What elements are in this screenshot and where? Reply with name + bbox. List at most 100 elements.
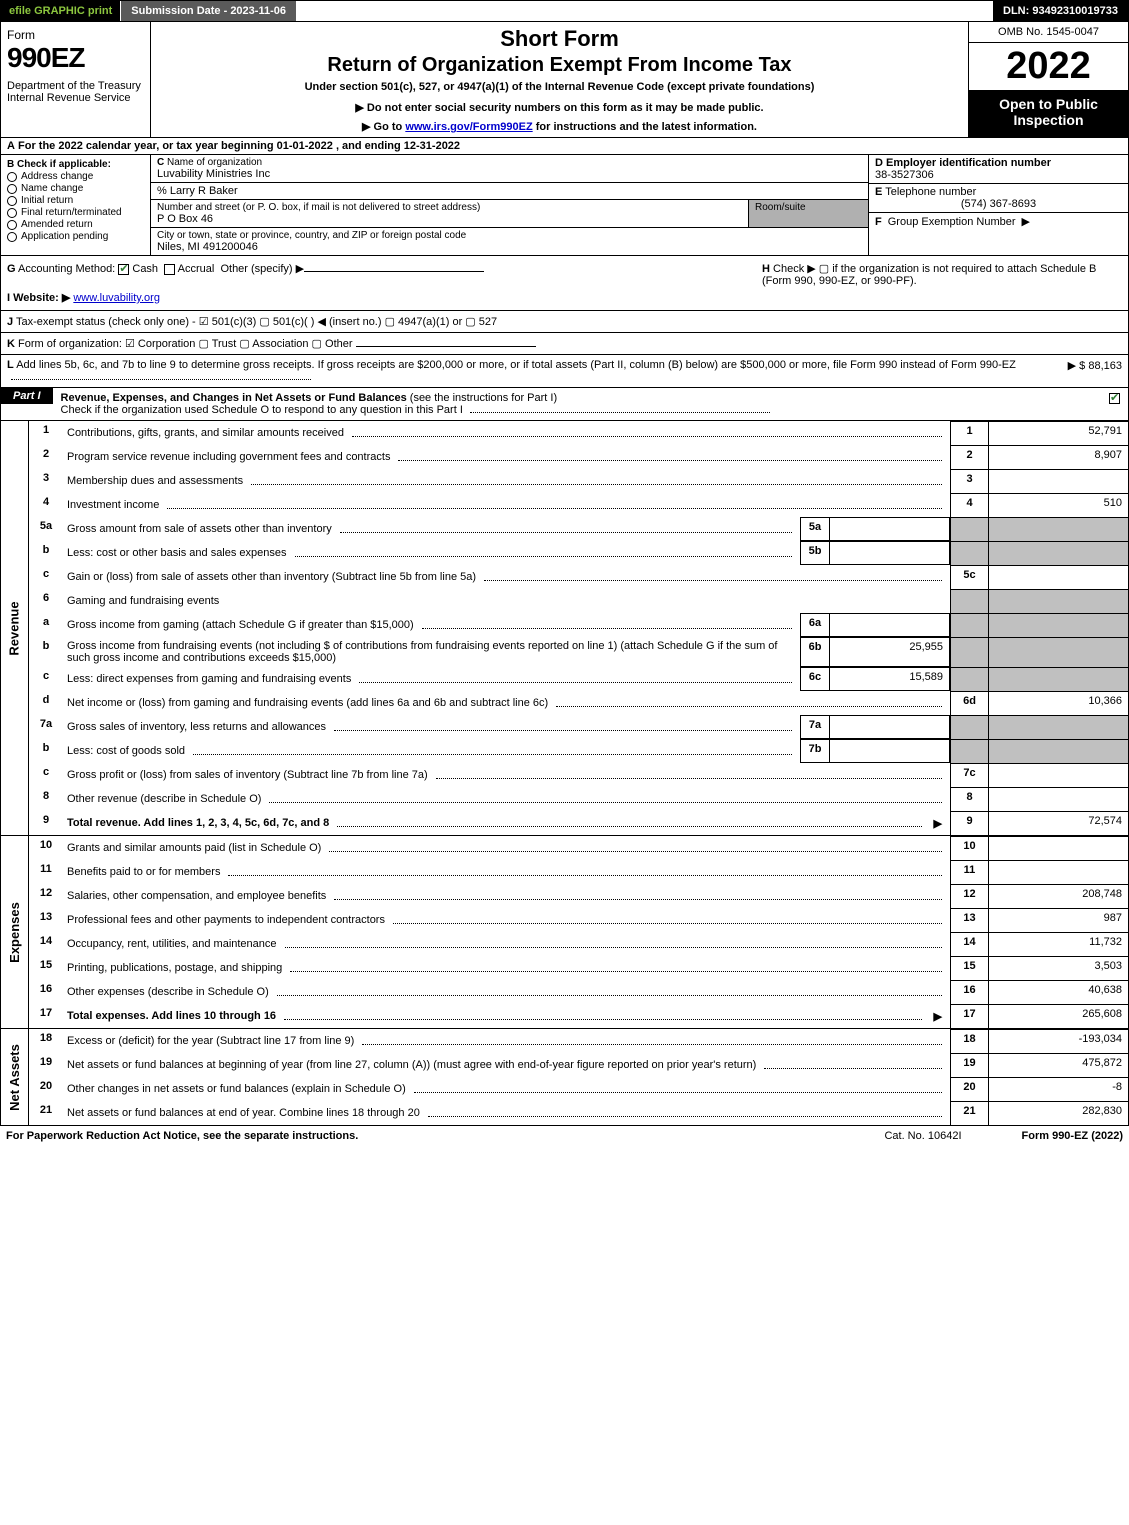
line-desc: Less: cost or other basis and sales expe… [63, 541, 800, 565]
l-arrow: ▶ $ [1068, 360, 1086, 372]
checkbox-amended-return[interactable] [7, 220, 17, 230]
schedule-o-checkbox[interactable] [1109, 393, 1120, 404]
line-num: 11 [29, 860, 63, 884]
instruction-2: ▶ Go to www.irs.gov/Form990EZ for instru… [161, 120, 958, 133]
dln: DLN: 93492310019733 [993, 1, 1128, 21]
line-13: 13Professional fees and other payments t… [29, 908, 1128, 932]
row-h: H Check ▶ ▢ if the organization is not r… [762, 262, 1122, 304]
right-val: 72,574 [988, 811, 1128, 835]
line-num: 19 [29, 1053, 63, 1077]
omb: OMB No. 1545-0047 [969, 22, 1128, 43]
line-num: 5a [29, 517, 63, 541]
short-form: Short Form [161, 26, 958, 52]
line-6: 6Gaming and fundraising events [29, 589, 1128, 613]
l-val: 88,163 [1088, 360, 1122, 372]
right-val-grey [988, 541, 1128, 565]
right-num: 3 [950, 469, 988, 493]
city-val: Niles, MI 491200046 [157, 241, 862, 253]
col-b: B Check if applicable: Address change Na… [1, 155, 151, 255]
row-k: K Form of organization: ☑ Corporation ▢ … [0, 333, 1129, 355]
right-num: 9 [950, 811, 988, 835]
phone: (574) 367-8693 [875, 198, 1122, 210]
irs-link[interactable]: www.irs.gov/Form990EZ [405, 121, 532, 133]
right-num-grey [950, 637, 988, 667]
mid-num: 6a [800, 613, 830, 637]
right-num: 11 [950, 860, 988, 884]
right-num: 8 [950, 787, 988, 811]
cell-care-of: % Larry R Baker [151, 183, 868, 200]
checkbox-cash[interactable] [118, 264, 129, 275]
line-4: 4Investment income4510 [29, 493, 1128, 517]
right-val: -193,034 [988, 1029, 1128, 1053]
right-num: 16 [950, 980, 988, 1004]
label-c: C [157, 157, 164, 168]
right-num: 21 [950, 1101, 988, 1125]
instruction-1: ▶ Do not enter social security numbers o… [161, 101, 958, 114]
i-cap: Website: ▶ [13, 292, 70, 304]
right-val: 11,732 [988, 932, 1128, 956]
right-val: -8 [988, 1077, 1128, 1101]
street-val: P O Box 46 [157, 213, 742, 225]
grid-bcdef: B Check if applicable: Address change Na… [0, 155, 1129, 256]
right-val: 10,366 [988, 691, 1128, 715]
checkbox-application-pending[interactable] [7, 232, 17, 242]
opt: Address change [21, 171, 93, 182]
line-desc: Total expenses. Add lines 10 through 16▶ [63, 1004, 950, 1028]
label-a: A [7, 140, 15, 152]
net-assets-table: Net Assets 18Excess or (deficit) for the… [0, 1029, 1129, 1126]
right-num-grey [950, 715, 988, 739]
row-i: I Website: ▶ www.luvability.org [7, 291, 722, 304]
col-b-cap: Check if applicable: [17, 159, 111, 170]
line-desc: Gross income from gaming (attach Schedul… [63, 613, 800, 637]
tax-year: 2022 [969, 43, 1128, 90]
cell-d: D Employer identification number 38-3527… [869, 155, 1128, 184]
line-desc: Professional fees and other payments to … [63, 908, 950, 932]
e-cap: Telephone number [885, 186, 976, 198]
right-val: 987 [988, 908, 1128, 932]
part-1-note: (see the instructions for Part I) [410, 392, 557, 404]
right-num-grey [950, 541, 988, 565]
line-num: 18 [29, 1029, 63, 1053]
checkbox-address-change[interactable] [7, 172, 17, 182]
right-val: 475,872 [988, 1053, 1128, 1077]
right-val: 282,830 [988, 1101, 1128, 1125]
right-val: 8,907 [988, 445, 1128, 469]
checkbox-final-return[interactable] [7, 208, 17, 218]
h-text: Check ▶ ▢ if the organization is not req… [762, 263, 1096, 287]
checkbox-name-change[interactable] [7, 184, 17, 194]
right-val-grey [988, 517, 1128, 541]
line-c: cLess: direct expenses from gaming and f… [29, 667, 1128, 691]
right-num: 14 [950, 932, 988, 956]
row-a: A For the 2022 calendar year, or tax yea… [0, 138, 1129, 155]
line-desc: Net assets or fund balances at beginning… [63, 1053, 950, 1077]
inst1-text: Do not enter social security numbers on … [367, 102, 764, 114]
mid-val [830, 613, 950, 637]
line-num: b [29, 739, 63, 763]
right-num: 12 [950, 884, 988, 908]
l-text: Add lines 5b, 6c, and 7b to line 9 to de… [16, 359, 1016, 371]
website-link[interactable]: www.luvability.org [73, 292, 160, 304]
mid-num: 5a [800, 517, 830, 541]
line-desc: Contributions, gifts, grants, and simila… [63, 421, 950, 445]
checkbox-initial-return[interactable] [7, 196, 17, 206]
line-18: 18Excess or (deficit) for the year (Subt… [29, 1029, 1128, 1053]
line-num: b [29, 637, 63, 667]
right-val: 52,791 [988, 421, 1128, 445]
label-d: D [875, 157, 883, 169]
line-21: 21Net assets or fund balances at end of … [29, 1101, 1128, 1125]
right-val [988, 836, 1128, 860]
line-b: bGross income from fundraising events (n… [29, 637, 1128, 667]
org-name: Luvability Ministries Inc [157, 168, 862, 180]
line-d: dNet income or (loss) from gaming and fu… [29, 691, 1128, 715]
part-1-label: Part I [1, 388, 53, 404]
line-desc: Net assets or fund balances at end of ye… [63, 1101, 950, 1125]
efile-print-link[interactable]: efile GRAPHIC print [1, 1, 121, 21]
ein: 38-3527306 [875, 169, 1122, 181]
label-g: G [7, 263, 16, 275]
line-num: 6 [29, 589, 63, 613]
cell-city: City or town, state or province, country… [151, 228, 868, 255]
line-1: 1Contributions, gifts, grants, and simil… [29, 421, 1128, 445]
checkbox-accrual[interactable] [164, 264, 175, 275]
header-right: OMB No. 1545-0047 2022 Open to Public In… [968, 22, 1128, 137]
line-desc: Gross income from fundraising events (no… [63, 637, 800, 667]
